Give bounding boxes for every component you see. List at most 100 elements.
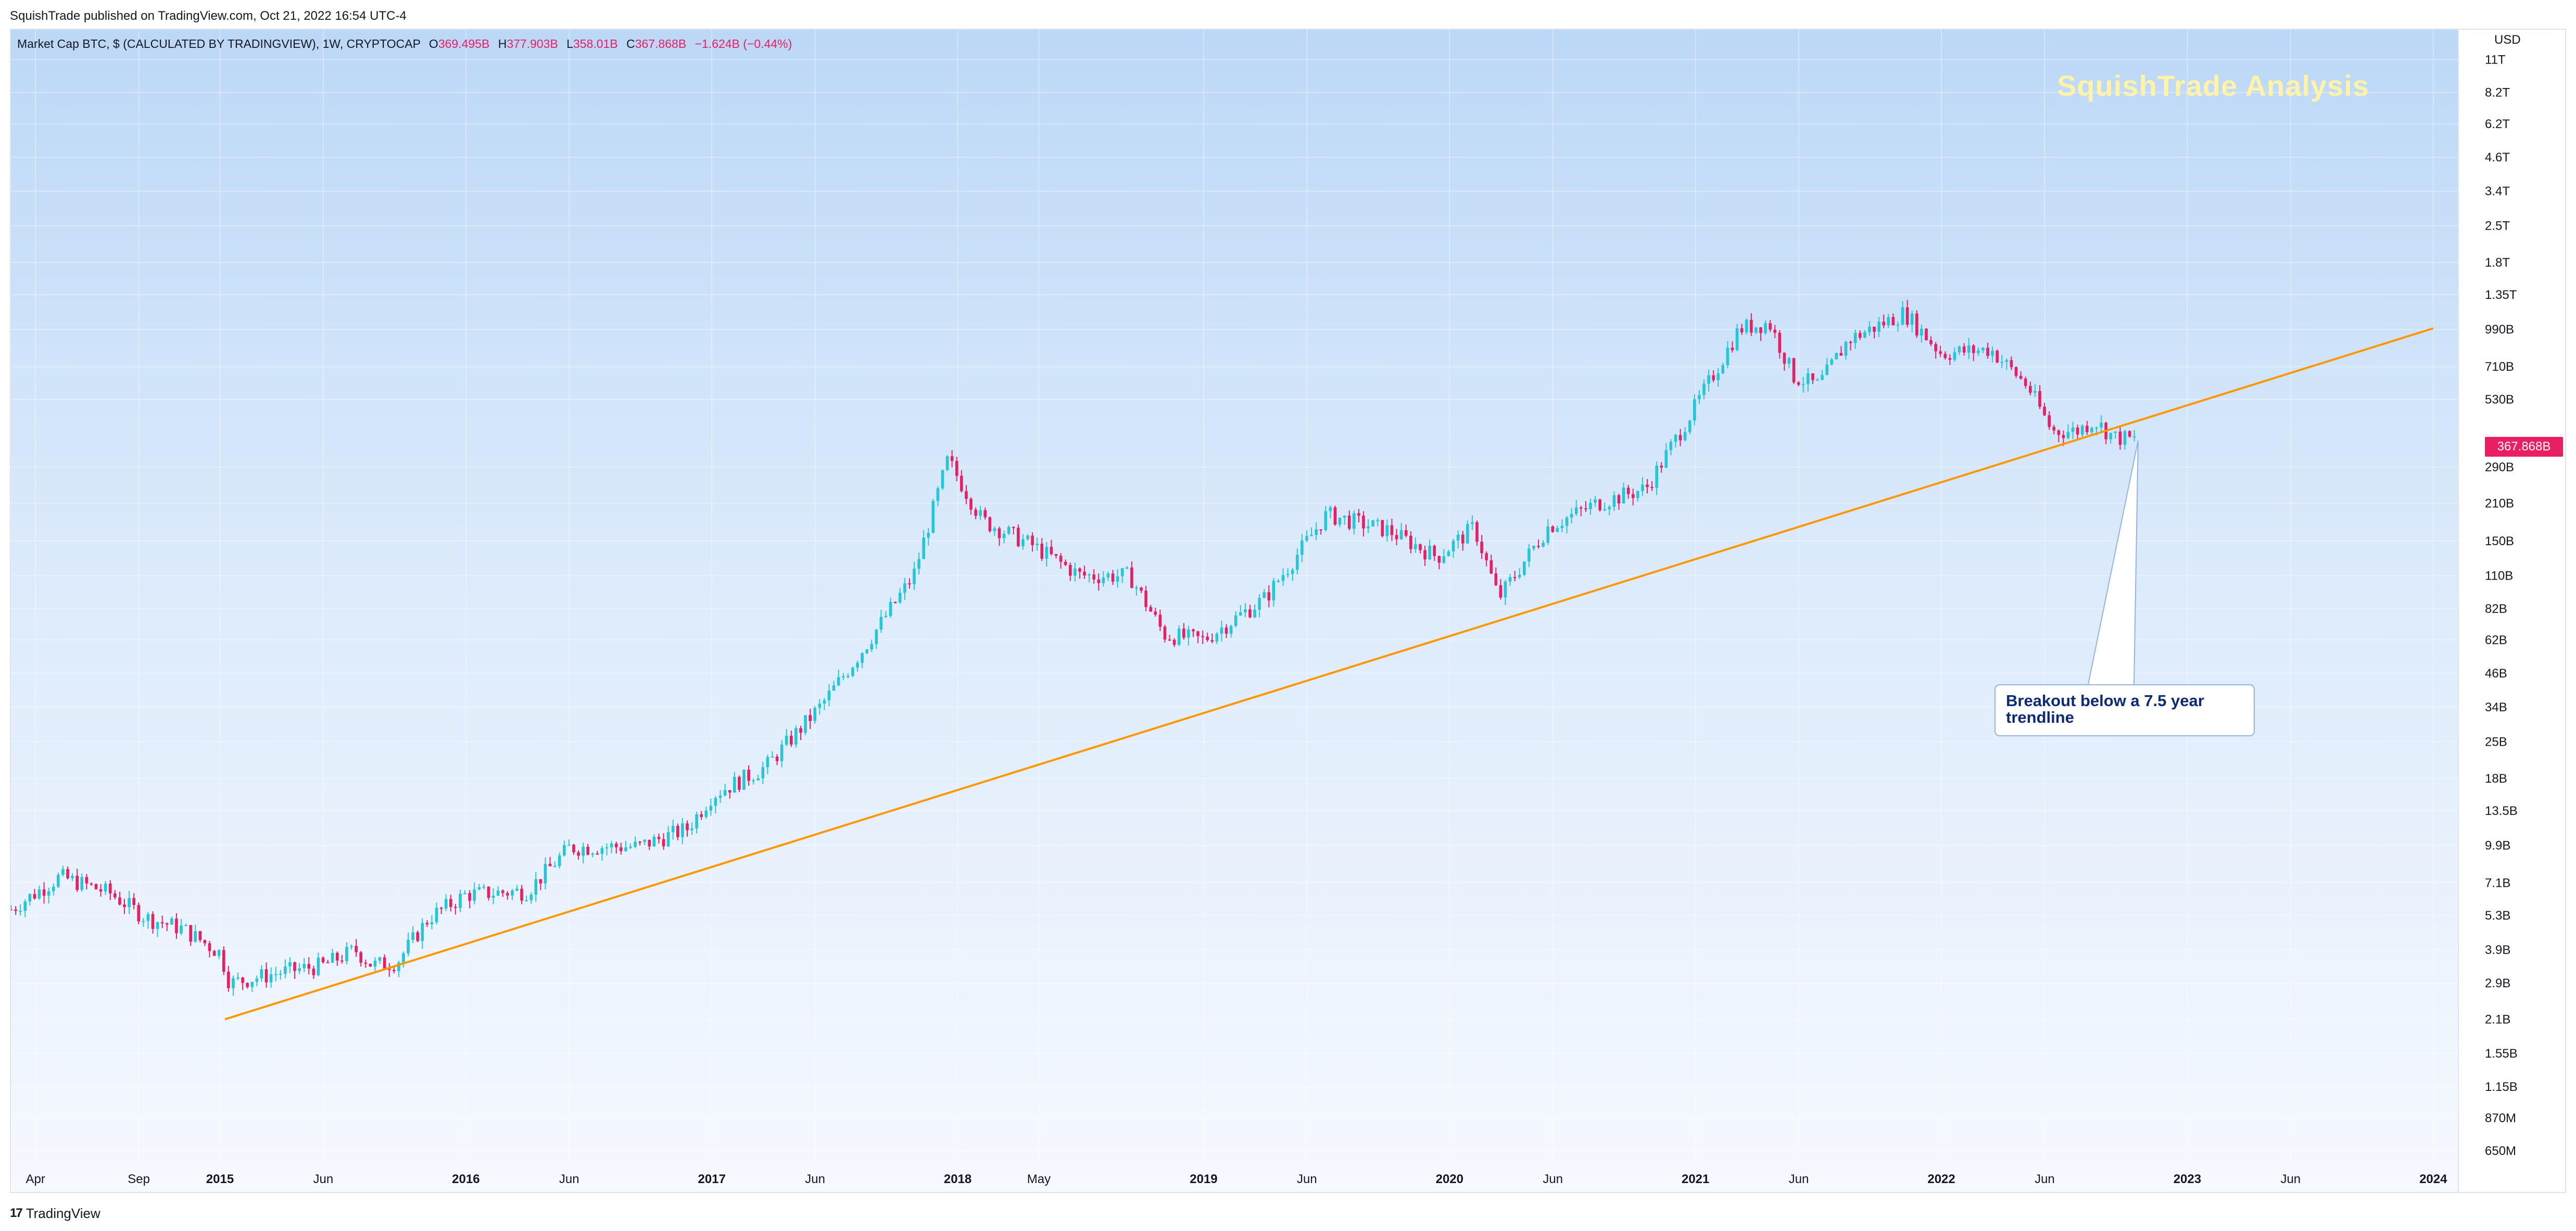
candle-body bbox=[468, 893, 471, 901]
candle-body bbox=[66, 869, 69, 878]
candle-body bbox=[945, 456, 949, 470]
candle-body bbox=[439, 908, 443, 909]
candle-body bbox=[1882, 321, 1886, 325]
candle-body bbox=[2100, 422, 2103, 428]
candle-body bbox=[515, 888, 519, 891]
candle-body bbox=[2128, 431, 2131, 437]
candle-body bbox=[1617, 495, 1621, 504]
candle-body bbox=[1891, 317, 1895, 325]
candle-body bbox=[1154, 611, 1157, 615]
candle-body bbox=[1456, 534, 1460, 541]
candle-body bbox=[908, 583, 911, 585]
candle-body bbox=[482, 886, 486, 888]
candle-body bbox=[1646, 484, 1649, 487]
grid-lines bbox=[11, 30, 2458, 1165]
candle-body bbox=[1943, 354, 1947, 358]
candle-body bbox=[686, 823, 689, 831]
candlestick-chart[interactable]: 11T 8.2T 6.2T 4.6T 3.4T 2.5T 1.8T 1.35T 990B 710B… bbox=[11, 30, 2566, 1193]
candle-body bbox=[1996, 350, 1999, 362]
candle-body bbox=[321, 957, 325, 962]
candle-body bbox=[1451, 541, 1455, 551]
candle-body bbox=[1499, 585, 1502, 598]
candle-body bbox=[893, 601, 897, 603]
candle-body bbox=[870, 644, 874, 650]
candle-body bbox=[298, 968, 301, 971]
y-tick-label: 82B bbox=[2485, 602, 2507, 616]
candle-body bbox=[657, 837, 661, 839]
x-tick-label: Jun bbox=[559, 1172, 579, 1186]
candle-body bbox=[766, 757, 769, 768]
candle-body bbox=[804, 715, 807, 733]
annotation-callout[interactable]: Breakout below a 7.5 year trendline bbox=[1994, 684, 2255, 736]
candle-body bbox=[600, 848, 604, 854]
candle-body bbox=[108, 883, 112, 894]
candle-body bbox=[1801, 384, 1805, 385]
candle-body bbox=[1106, 573, 1110, 577]
candle-body bbox=[1026, 535, 1029, 539]
candle-body bbox=[1036, 544, 1039, 545]
candle-body bbox=[884, 616, 888, 617]
candle-body bbox=[1518, 574, 1521, 577]
candle-body bbox=[1310, 535, 1313, 536]
candle-body bbox=[1054, 554, 1058, 556]
candle-body bbox=[1925, 329, 1928, 341]
footer[interactable]: 17 TradingView bbox=[10, 1203, 100, 1224]
candle-body bbox=[506, 893, 509, 896]
candle-body bbox=[950, 456, 954, 461]
candle-body bbox=[1395, 535, 1398, 539]
candle-body bbox=[421, 923, 424, 941]
candle-body bbox=[879, 617, 883, 630]
chart-frame[interactable]: 11T 8.2T 6.2T 4.6T 3.4T 2.5T 1.8T 1.35T 990B 710B… bbox=[10, 29, 2566, 1193]
high-label: H bbox=[498, 37, 507, 51]
candle-body bbox=[1641, 484, 1644, 492]
candle-body bbox=[1045, 547, 1049, 559]
candle-body bbox=[790, 735, 793, 745]
candle-body bbox=[1158, 614, 1162, 627]
last-price-tag: 367.868B bbox=[2485, 437, 2563, 457]
candle-body bbox=[1428, 546, 1431, 560]
candle-body bbox=[1333, 507, 1337, 525]
candle-body bbox=[1811, 373, 1814, 380]
candle-body bbox=[1807, 373, 1810, 384]
candle-body bbox=[1612, 495, 1616, 507]
currency-label[interactable]: USD bbox=[2494, 33, 2521, 47]
candle-body bbox=[1863, 332, 1866, 338]
candle-body bbox=[562, 845, 566, 856]
candle-body bbox=[941, 470, 944, 488]
candle-body bbox=[931, 501, 935, 533]
candle-body bbox=[1769, 323, 1772, 330]
candle-body bbox=[1731, 347, 1734, 350]
candle-body bbox=[198, 931, 202, 940]
candle-body bbox=[1182, 629, 1185, 638]
candle-body bbox=[1934, 344, 1937, 351]
candle-body bbox=[548, 863, 552, 866]
candle-body bbox=[2052, 426, 2056, 431]
candle-body bbox=[2066, 432, 2070, 438]
y-tick-label: 1.15B bbox=[2485, 1080, 2518, 1094]
candle-body bbox=[1655, 466, 1659, 488]
candle-body bbox=[596, 853, 599, 855]
candle-body bbox=[827, 690, 831, 700]
candle-body bbox=[1480, 542, 1483, 554]
candle-body bbox=[350, 946, 353, 947]
y-tick-label: 13.5B bbox=[2485, 804, 2518, 818]
y-tick-label: 3.4T bbox=[2485, 184, 2510, 198]
candle-body bbox=[1844, 342, 1848, 356]
candle-body bbox=[1144, 591, 1147, 607]
candle-body bbox=[742, 770, 746, 790]
candle-body bbox=[359, 952, 363, 963]
candle-body bbox=[1551, 526, 1555, 532]
candle-body bbox=[288, 962, 292, 966]
price-axis[interactable] bbox=[2458, 30, 2565, 1192]
candle-body bbox=[733, 776, 736, 793]
candle-body bbox=[624, 847, 627, 851]
candle-body bbox=[255, 978, 259, 982]
candle-body bbox=[264, 969, 268, 983]
candle-body bbox=[960, 475, 963, 492]
candle-body bbox=[1295, 555, 1299, 570]
candle-body bbox=[714, 798, 717, 806]
candle-body bbox=[823, 700, 826, 704]
y-tick-label: 110B bbox=[2485, 569, 2513, 583]
candle-body bbox=[1050, 547, 1053, 555]
candle-body bbox=[454, 907, 457, 908]
